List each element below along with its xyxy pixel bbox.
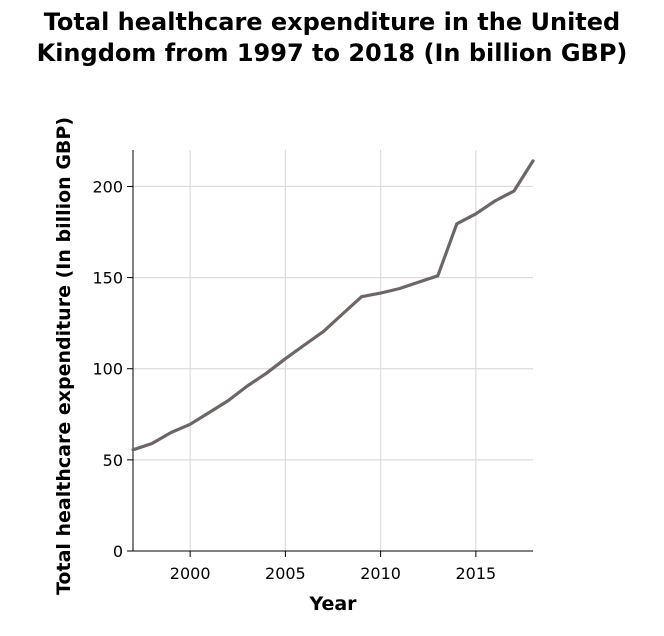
x-tick-label-2010: 2010 xyxy=(360,564,401,583)
x-tick-label-2005: 2005 xyxy=(265,564,306,583)
series-line xyxy=(131,159,535,452)
axis-ticks: 2000 2005 2010 2015 0 50 100 150 200 xyxy=(92,177,496,583)
y-tick-label-100: 100 xyxy=(92,360,123,379)
x-axis-title: Year xyxy=(308,593,357,615)
x-tick-label-2000: 2000 xyxy=(170,564,211,583)
grid-lines xyxy=(133,150,533,551)
y-tick-label-150: 150 xyxy=(92,269,123,288)
chart-title-line-1: Total healthcare expenditure in the Unit… xyxy=(44,8,620,36)
chart-title-line-2: Kingdom from 1997 to 2018 (In billion GB… xyxy=(37,39,628,67)
x-tick-label-2015: 2015 xyxy=(455,564,496,583)
y-tick-label-0: 0 xyxy=(113,542,123,561)
y-tick-label-50: 50 xyxy=(103,451,123,470)
y-axis-title: Total healthcare expenditure (In billion… xyxy=(53,117,75,595)
y-tick-label-200: 200 xyxy=(92,177,123,196)
